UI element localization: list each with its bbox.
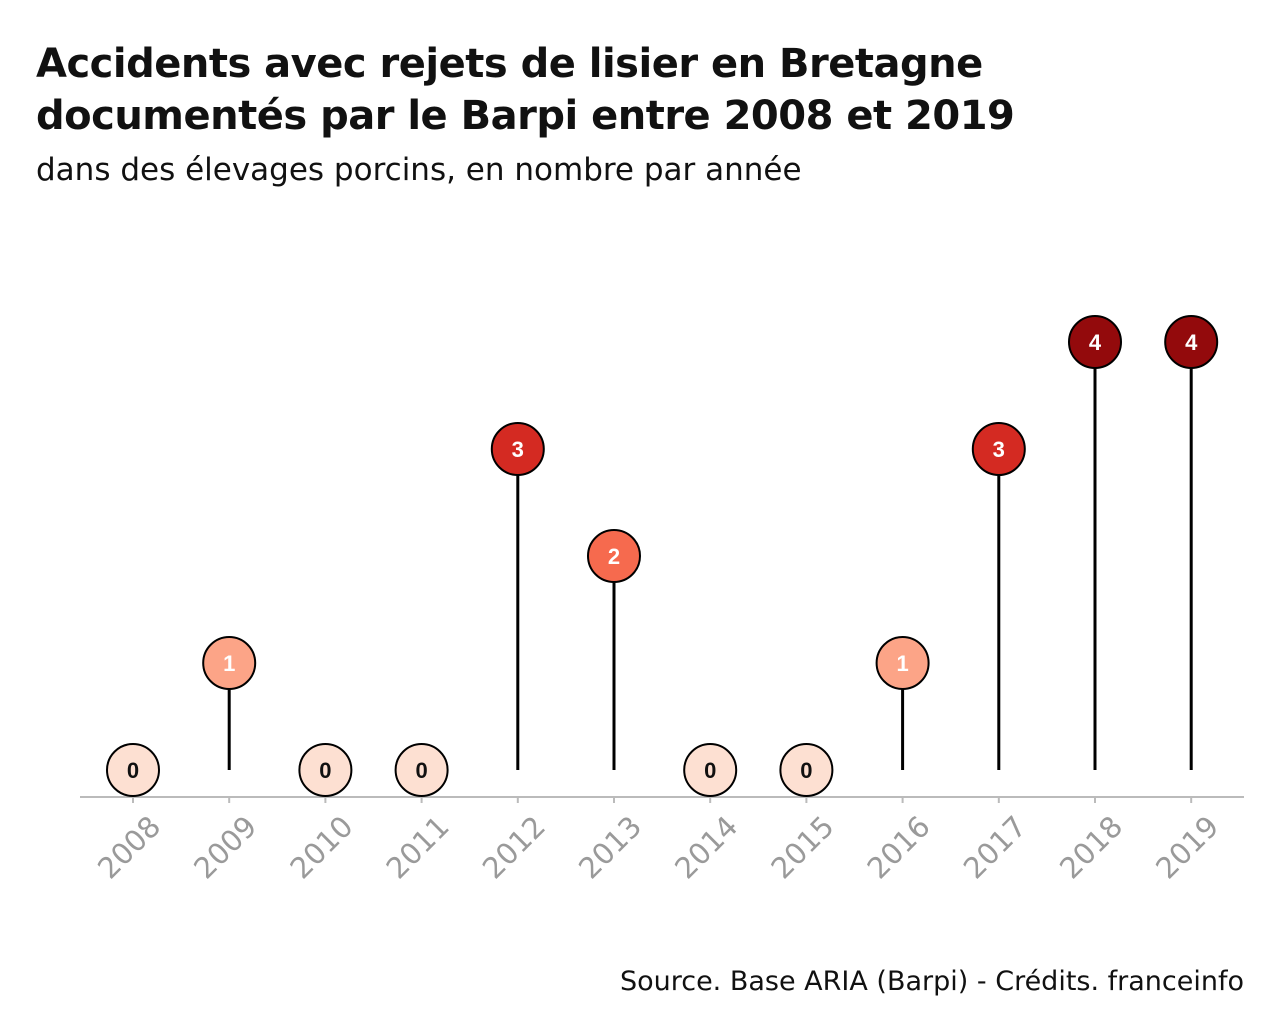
point-2019 (1164, 315, 1219, 369)
data-label-2013: 2 (608, 544, 620, 569)
data-label-2010: 0 (319, 758, 331, 783)
data-label-2014: 0 (704, 758, 716, 783)
data-label-2012: 3 (512, 437, 524, 462)
data-label-2018: 4 (1089, 330, 1102, 355)
x-tick-label-2010: 2010 (283, 809, 359, 885)
point-2008 (106, 743, 160, 797)
x-tick-label-2014: 2014 (668, 809, 744, 885)
data-label-2015: 0 (800, 758, 812, 783)
x-tick-label-2017: 2017 (957, 809, 1033, 885)
data-label-2016: 1 (896, 651, 908, 676)
x-tick-label-2018: 2018 (1053, 809, 1129, 885)
data-label-2019: 4 (1185, 330, 1198, 355)
point-2010 (298, 743, 353, 797)
x-tick-label-2015: 2015 (764, 809, 840, 885)
x-tick-label-2019: 2019 (1149, 809, 1225, 885)
point-2012 (490, 422, 545, 476)
data-label-2009: 1 (223, 651, 235, 676)
point-2017 (971, 422, 1026, 476)
x-tick-label-2009: 2009 (187, 809, 263, 885)
x-tick-label-2008: 2008 (91, 809, 167, 885)
x-tick-label-2016: 2016 (861, 809, 937, 885)
x-tick-label-2013: 2013 (572, 809, 648, 885)
chart-subtitle: dans des élevages porcins, en nombre par… (36, 152, 802, 188)
data-label-2011: 0 (415, 758, 427, 783)
data-label-2008: 0 (127, 758, 139, 783)
chart-title: Accidents avec rejets de lisier en Breta… (36, 41, 1015, 139)
x-tick-label-2011: 2011 (380, 809, 456, 885)
point-2015 (779, 743, 834, 797)
point-2009 (202, 636, 257, 690)
point-2018 (1068, 315, 1122, 369)
data-label-2017: 3 (993, 437, 1005, 462)
source-credit: Source. Base ARIA (Barpi) - Crédits. fra… (619, 966, 1244, 997)
x-tick-label-2012: 2012 (476, 809, 552, 885)
point-2011 (394, 743, 449, 797)
point-2016 (875, 636, 930, 690)
point-2014 (683, 743, 738, 797)
point-2013 (587, 529, 641, 583)
